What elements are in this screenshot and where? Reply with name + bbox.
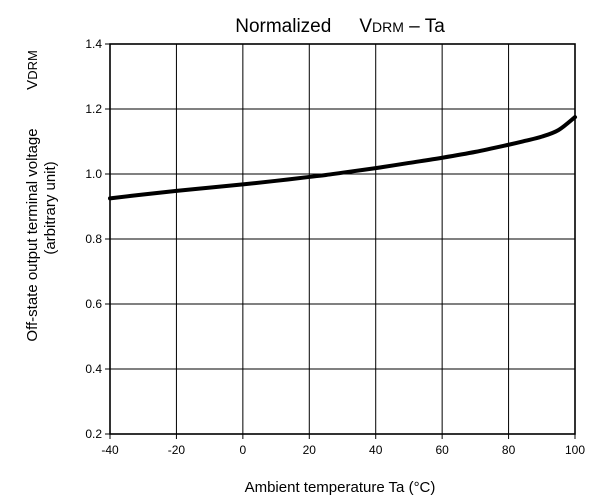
y-tick-labels: 0.2 0.4 0.6 0.8 1.0 1.2 1.4 xyxy=(85,37,102,441)
y-axis-label-line1: Off-state output terminal voltage xyxy=(24,128,41,341)
x-tick-label: 60 xyxy=(435,443,449,457)
plot-frame xyxy=(109,43,576,435)
x-tick-label: 100 xyxy=(565,443,585,457)
y-axis-label-variable: VDRM xyxy=(24,50,41,90)
x-tick-label: -20 xyxy=(168,443,186,457)
x-tick-label: 40 xyxy=(369,443,383,457)
y-tick-label: 0.4 xyxy=(85,362,102,376)
x-tick-label: 80 xyxy=(502,443,516,457)
x-tick-label: 0 xyxy=(240,443,247,457)
x-tick-label: 20 xyxy=(303,443,317,457)
y-axis-label: Off-state output terminal voltage VDRM (… xyxy=(24,50,59,341)
y-tick-label: 1.4 xyxy=(85,37,102,51)
y-tick-label: 0.8 xyxy=(85,232,102,246)
grid xyxy=(105,43,576,439)
x-axis-label: Ambient temperature Ta (°C) xyxy=(245,479,436,496)
y-tick-label: 0.2 xyxy=(85,427,102,441)
chart-title: Normalized VDRM – Ta xyxy=(235,16,445,37)
x-tick-labels: -40 -20 0 20 40 60 80 100 xyxy=(101,443,585,457)
x-tick-label: -40 xyxy=(101,443,119,457)
y-axis-label-line2: (arbitrary unit) xyxy=(42,161,59,254)
y-tick-label: 1.2 xyxy=(85,102,102,116)
series-line xyxy=(108,115,577,201)
y-tick-label: 0.6 xyxy=(85,297,102,311)
y-tick-label: 1.0 xyxy=(85,167,102,181)
